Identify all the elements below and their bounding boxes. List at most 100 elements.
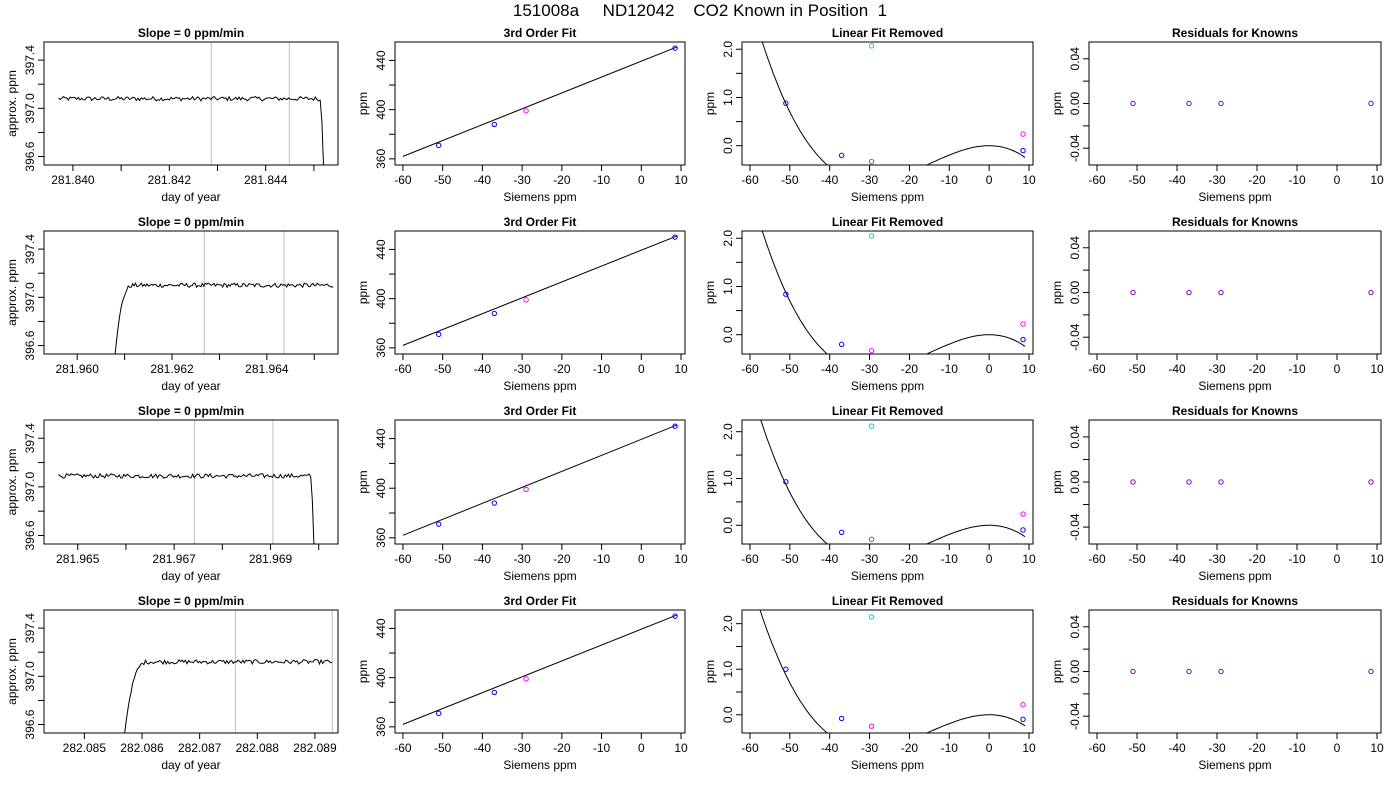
- x-tick-label: 281.962: [150, 362, 194, 376]
- x-axis-label: day of year: [161, 569, 220, 583]
- data-point-residual: [1130, 289, 1136, 296]
- x-axis-label: day of year: [161, 190, 220, 204]
- panel-1: Slope = 0 ppm/min 281.840 281.842 281.844 da…: [5, 26, 339, 204]
- y-tick-label: 360: [374, 527, 388, 547]
- x-axis: -60 -50 -40 -30 -20 -10 0 10: [741, 733, 1036, 755]
- x-tick-label: -60: [394, 173, 412, 187]
- x-tick-label: -40: [1168, 173, 1186, 187]
- x-tick-label: 10: [1022, 552, 1036, 566]
- panel-14: 3rd Order Fit -60 -50 -40 -30 -20 -10 0 10 Siemen…: [356, 594, 688, 772]
- data-point-residual: [1368, 289, 1374, 296]
- data-point-residual: [1186, 100, 1192, 107]
- y-axis-label: ppm: [356, 660, 370, 683]
- x-tick-label: 0: [638, 173, 645, 187]
- panel-title: Linear Fit Removed: [832, 594, 943, 608]
- x-tick-label: 10: [1370, 362, 1384, 376]
- plot-frame: [394, 230, 686, 355]
- data-point-residual: [1368, 668, 1374, 675]
- x-tick-label: -20: [901, 173, 919, 187]
- x-tick-label: -30: [513, 552, 531, 566]
- data-point-known: [672, 45, 678, 51]
- x-tick-label: 281.842: [148, 173, 192, 187]
- x-tick-label: -20: [1248, 741, 1266, 755]
- data-point-reference: [1020, 131, 1026, 137]
- data-point-residual: [1218, 100, 1224, 107]
- y-tick-label: 397.0: [23, 661, 37, 691]
- panel-title: 3rd Order Fit: [504, 215, 577, 229]
- fit-line: [402, 46, 678, 157]
- x-tick-label: -50: [1128, 552, 1146, 566]
- y-tick-label: 360: [374, 149, 388, 169]
- x-tick-label: 10: [674, 552, 688, 566]
- x-tick-label: -40: [1168, 362, 1186, 376]
- panel-title: Linear Fit Removed: [832, 215, 943, 229]
- x-axis: 281.960 281.962 281.964: [55, 354, 315, 376]
- x-tick-label: -20: [1248, 173, 1266, 187]
- x-axis: 282.085 282.086 282.087 282.088 282.089: [63, 733, 337, 755]
- y-axis: 360 400 440: [374, 50, 395, 169]
- x-tick-label: -50: [781, 173, 799, 187]
- plot-area: [58, 42, 324, 165]
- y-tick-label: 2.0: [721, 615, 735, 632]
- data-point-known: [1020, 716, 1026, 723]
- x-tick-label: -40: [821, 741, 839, 755]
- plot-area: [58, 420, 315, 544]
- x-tick-label: -30: [513, 741, 531, 755]
- x-tick-label: 282.086: [120, 741, 164, 755]
- x-tick-label: -60: [394, 552, 412, 566]
- y-tick-label: 0.00: [1068, 91, 1082, 115]
- y-tick-label: 0.0: [721, 517, 735, 534]
- x-tick-label: 0: [638, 741, 645, 755]
- x-tick-label: -60: [1088, 173, 1106, 187]
- y-tick-label: 440: [374, 618, 388, 638]
- plot-frame: [741, 41, 1034, 166]
- x-tick-label: 281.840: [51, 173, 95, 187]
- plot-area: [761, 42, 1026, 165]
- y-axis-label: ppm: [703, 92, 717, 115]
- x-axis-label: Siemens ppm: [1198, 758, 1271, 772]
- x-tick-label: -50: [434, 173, 452, 187]
- x-tick-label: -50: [434, 552, 452, 566]
- y-tick-label: 0.0: [721, 706, 735, 723]
- y-tick-label: 396.6: [23, 520, 37, 550]
- y-tick-label: 0.04: [1068, 615, 1082, 639]
- x-tick-label: -30: [861, 741, 879, 755]
- panel-title: Linear Fit Removed: [832, 26, 943, 40]
- x-tick-label: 282.087: [178, 741, 222, 755]
- x-tick-label: -20: [901, 362, 919, 376]
- x-axis-label: day of year: [161, 379, 220, 393]
- panel-10: 3rd Order Fit -60 -50 -40 -30 -20 -10 0 10 Siemen…: [356, 404, 688, 583]
- x-tick-label: -40: [1168, 552, 1186, 566]
- plot-frame: [741, 230, 1034, 355]
- y-tick-label: 360: [374, 338, 388, 358]
- data-point-reference: [523, 108, 529, 114]
- data-point-known: [838, 341, 845, 348]
- x-axis-label: Siemens ppm: [1198, 379, 1271, 393]
- panel-title: Slope = 0 ppm/min: [138, 404, 244, 418]
- x-tick-label: -10: [941, 552, 959, 566]
- x-tick-label: 0: [1334, 362, 1341, 376]
- y-tick-label: 440: [374, 239, 388, 259]
- y-tick-label: 1.0: [721, 89, 735, 106]
- x-axis: 281.840 281.842 281.844: [51, 165, 315, 187]
- plot-area: [1130, 479, 1374, 485]
- y-tick-label: 400: [374, 288, 388, 308]
- panel-5: Slope = 0 ppm/min 281.960 281.962 281.964 da…: [5, 215, 339, 393]
- data-point-residual: [1186, 668, 1192, 675]
- x-tick-label: 0: [638, 552, 645, 566]
- x-tick-label: 281.965: [56, 552, 100, 566]
- data-point-reference: [868, 158, 875, 165]
- x-axis: -60 -50 -40 -30 -20 -10 0 10: [1088, 733, 1384, 755]
- x-tick-label: -10: [1288, 173, 1306, 187]
- plot-frame: [43, 41, 339, 166]
- x-tick-label: -20: [553, 362, 571, 376]
- y-axis: 0.0 1.0 2.0: [721, 615, 742, 723]
- y-tick-label: 397.0: [23, 93, 37, 123]
- plot-frame: [1088, 230, 1382, 355]
- x-axis-label: Siemens ppm: [503, 758, 576, 772]
- plot-area: [114, 231, 334, 354]
- y-axis: -0.04 0.00 0.04: [1068, 425, 1089, 541]
- panel-title: Linear Fit Removed: [832, 404, 943, 418]
- y-tick-label: 400: [374, 99, 388, 119]
- panel-3: Linear Fit Removed -60 -50 -40 -30 -20 -10 0 10 S…: [703, 26, 1036, 204]
